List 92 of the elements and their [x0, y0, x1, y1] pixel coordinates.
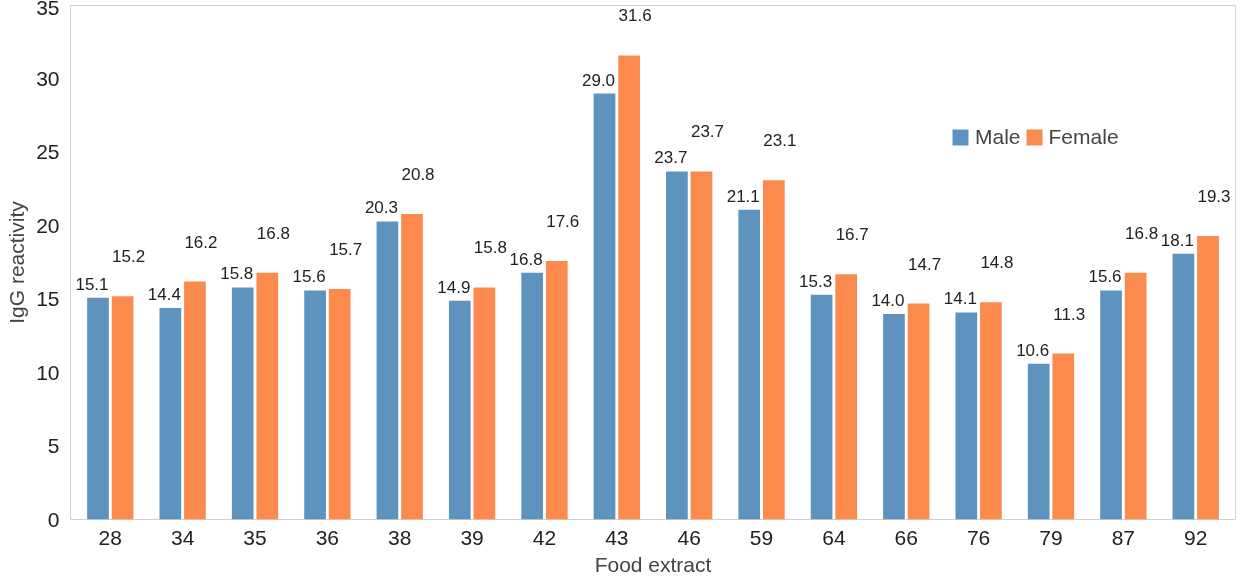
data-label: 14.8	[980, 253, 1014, 273]
data-label: 16.8	[1125, 223, 1159, 243]
bar	[1027, 363, 1050, 520]
bar	[184, 281, 206, 520]
x-tick-label: 43	[605, 525, 629, 549]
bar	[835, 274, 858, 520]
data-label: 15.6	[1088, 267, 1122, 287]
data-label: 31.6	[618, 6, 652, 26]
y-tick-label: 5	[47, 434, 60, 458]
bar	[738, 209, 761, 520]
x-tick-label: 28	[98, 525, 122, 549]
bar	[1100, 290, 1122, 520]
bar	[907, 303, 930, 520]
bar	[401, 214, 423, 520]
legend-label: Female	[1048, 125, 1119, 149]
data-label: 17.6	[546, 212, 580, 232]
data-label: 14.1	[943, 289, 977, 309]
y-tick-label: 35	[36, 0, 60, 19]
x-tick-label: 79	[1039, 525, 1063, 549]
x-tick-label: 64	[822, 525, 846, 549]
x-tick-label: 35	[243, 525, 267, 549]
x-tick-label: 34	[170, 525, 195, 549]
bar	[955, 312, 978, 520]
x-axis-title: Food extract	[594, 552, 712, 576]
x-tick-label: 59	[749, 525, 774, 549]
data-label: 23.1	[763, 131, 797, 151]
y-tick-label: 15	[36, 287, 60, 311]
data-label: 15.8	[473, 238, 507, 258]
bar	[521, 272, 544, 520]
y-tick-label: 10	[36, 360, 60, 384]
x-tick-label: 38	[388, 525, 412, 549]
bar	[980, 302, 1002, 520]
bar	[448, 300, 471, 520]
bar	[690, 171, 713, 520]
legend-label: Male	[975, 125, 1021, 149]
bar	[159, 308, 182, 520]
data-label: 14.7	[908, 254, 942, 274]
y-tick-label: 0	[47, 507, 60, 531]
bar	[87, 297, 109, 520]
bar	[256, 272, 279, 520]
data-label: 10.6	[1016, 340, 1050, 360]
bar	[328, 288, 351, 520]
bar	[762, 180, 785, 520]
data-label: 15.1	[75, 274, 109, 294]
data-label: 21.1	[726, 186, 760, 206]
bar	[111, 296, 134, 520]
data-label: 15.6	[292, 267, 326, 287]
bar	[1197, 236, 1219, 520]
data-label: 11.3	[1053, 304, 1086, 324]
x-tick-label: 46	[677, 525, 701, 549]
y-tick-label: 25	[36, 140, 60, 164]
y-axis-title: IgG reactivity	[5, 200, 29, 324]
data-label: 20.3	[364, 198, 398, 218]
data-label: 23.7	[654, 148, 688, 168]
data-label: 16.2	[184, 232, 218, 252]
data-label: 15.7	[329, 239, 363, 259]
data-label: 16.8	[509, 249, 543, 269]
bar	[666, 171, 688, 520]
x-tick-label: 42	[532, 525, 557, 549]
data-label: 23.7	[690, 122, 725, 142]
data-label: 20.8	[401, 165, 435, 185]
x-tick-label: 39	[460, 525, 484, 549]
data-label: 14.4	[147, 285, 181, 305]
x-tick-label: 87	[1111, 525, 1136, 549]
x-tick-label: 92	[1184, 525, 1208, 549]
data-label: 15.3	[799, 271, 833, 291]
bar	[473, 287, 496, 520]
bar	[593, 93, 616, 520]
x-tick-label: 76	[966, 525, 991, 549]
data-label: 15.2	[112, 247, 146, 267]
data-label: 15.8	[220, 264, 254, 284]
x-tick-label: 66	[894, 525, 918, 549]
x-tick-label: 36	[315, 525, 340, 549]
bar	[883, 313, 905, 520]
bar	[545, 261, 568, 520]
bar	[231, 287, 254, 520]
bar	[376, 221, 399, 520]
bar	[1052, 353, 1075, 520]
data-label: 14.9	[437, 277, 471, 297]
data-label: 14.0	[871, 290, 905, 310]
data-label: 18.1	[1160, 230, 1194, 250]
y-tick-label: 20	[36, 213, 60, 237]
data-label: 16.7	[835, 225, 869, 245]
bar	[810, 294, 833, 520]
bar	[304, 290, 326, 520]
data-label: 19.3	[1197, 187, 1231, 207]
data-label: 16.8	[256, 223, 290, 243]
y-tick-label: 30	[36, 66, 60, 90]
bar	[1172, 253, 1195, 520]
bar	[618, 55, 640, 520]
data-label: 29.0	[581, 70, 616, 90]
bar	[1124, 272, 1147, 520]
